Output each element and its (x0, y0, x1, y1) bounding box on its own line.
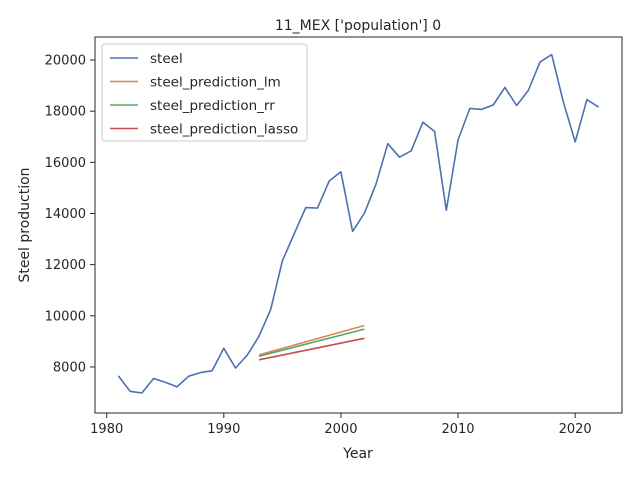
y-axis-label: Steel production (17, 167, 33, 282)
x-axis-label: Year (342, 446, 373, 462)
y-tick-label: 16000 (45, 156, 86, 171)
y-tick-label: 14000 (45, 207, 86, 222)
y-tick-label: 20000 (45, 54, 86, 69)
legend: steel steel_prediction_lm steel_prediction… (101, 43, 308, 142)
series-line-1 (258, 324, 365, 356)
legend-label-0: steel (150, 51, 183, 67)
x-axis: 1980 1990 2000 2010 2020 (90, 413, 592, 437)
x-tick-label: 2020 (559, 422, 592, 437)
legend-label-3: steel_prediction_lasso (150, 122, 298, 138)
chart-title: 11_MEX ['population'] 0 (275, 18, 441, 34)
y-axis: 8000 10000 12000 14000 16000 18000 20000 (45, 54, 95, 375)
legend-box (101, 43, 308, 142)
x-tick-label: 2000 (324, 422, 357, 437)
legend-label-1: steel_prediction_lm (150, 75, 281, 91)
x-tick-label: 2010 (441, 422, 474, 437)
x-tick-label: 1980 (90, 422, 123, 437)
series-line-3 (258, 337, 365, 361)
y-tick-label: 8000 (53, 360, 86, 375)
y-tick-label: 10000 (45, 309, 86, 324)
plot-frame (94, 36, 623, 414)
plot-lines (117, 53, 600, 394)
x-tick-label: 1990 (207, 422, 240, 437)
y-tick-label: 12000 (45, 258, 86, 273)
series-line-0 (117, 53, 600, 394)
legend-label-2: steel_prediction_rr (150, 98, 275, 114)
series-line-2 (258, 328, 365, 357)
y-tick-label: 18000 (45, 105, 86, 120)
